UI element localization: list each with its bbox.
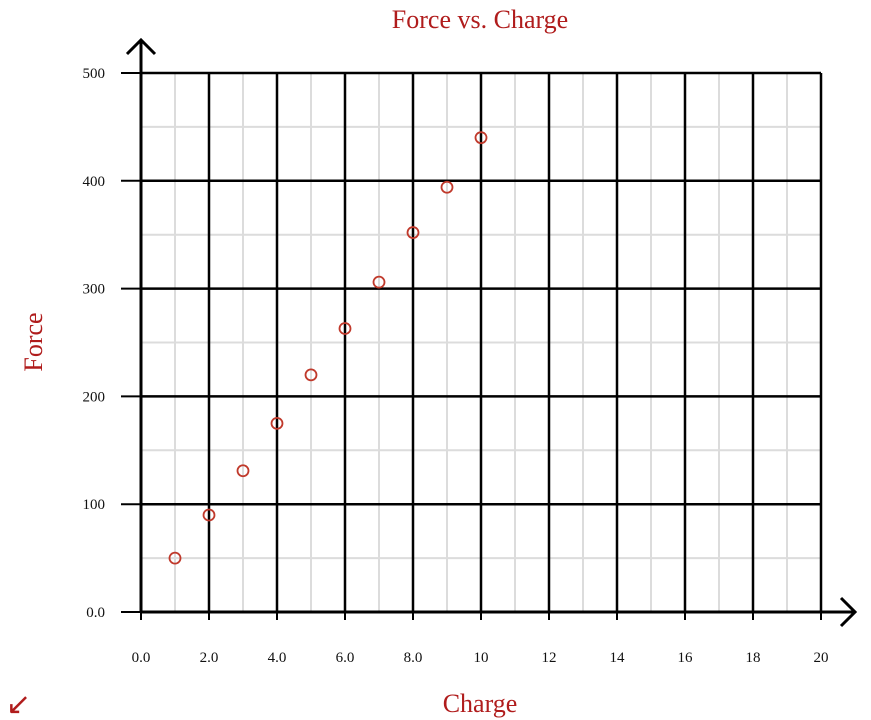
- data-points: [168, 131, 488, 565]
- data-point: [304, 368, 318, 382]
- x-tick-labels: 0.0 2.0 4.0 6.0 8.0 10 12 14 16 18 20: [132, 612, 829, 666]
- y-tick-labels: 0.0 100 200 300 400 500: [83, 66, 141, 621]
- y-tick-label: 300: [83, 282, 106, 298]
- x-tick-label: 2.0: [200, 650, 219, 666]
- y-tick-label: 0.0: [86, 605, 105, 621]
- data-point: [440, 180, 454, 194]
- x-tick-label: 12: [542, 650, 557, 666]
- x-axis-arrow-icon: [839, 596, 858, 628]
- x-tick-label: 14: [610, 650, 626, 666]
- y-axis-label: Force: [19, 312, 48, 371]
- x-tick-label: 16: [678, 650, 694, 666]
- data-point: [236, 464, 250, 478]
- major-gridlines: [141, 71, 823, 612]
- chart-title: Force vs. Charge: [392, 5, 568, 34]
- arrow-down-left-icon[interactable]: ↙: [6, 687, 31, 720]
- y-tick-label: 500: [83, 66, 106, 82]
- x-tick-label: 6.0: [336, 650, 355, 666]
- x-axis-label: Charge: [443, 689, 518, 718]
- y-tick-label: 400: [83, 174, 106, 190]
- x-tick-label: 0.0: [132, 650, 151, 666]
- data-point: [270, 416, 284, 430]
- y-tick-label: 100: [83, 497, 106, 513]
- x-tick-label: 8.0: [404, 650, 423, 666]
- data-point: [202, 508, 216, 522]
- data-point: [474, 131, 488, 145]
- x-tick-label: 18: [746, 650, 761, 666]
- x-tick-label: 10: [474, 650, 489, 666]
- data-point: [338, 322, 352, 335]
- y-tick-label: 200: [83, 389, 106, 405]
- data-point: [168, 551, 182, 565]
- y-axis-arrow-icon: [125, 37, 157, 56]
- axes: [125, 37, 858, 628]
- x-tick-label: 4.0: [268, 650, 287, 666]
- data-point: [406, 226, 420, 239]
- x-tick-label: 20: [814, 650, 829, 666]
- data-point: [372, 275, 386, 289]
